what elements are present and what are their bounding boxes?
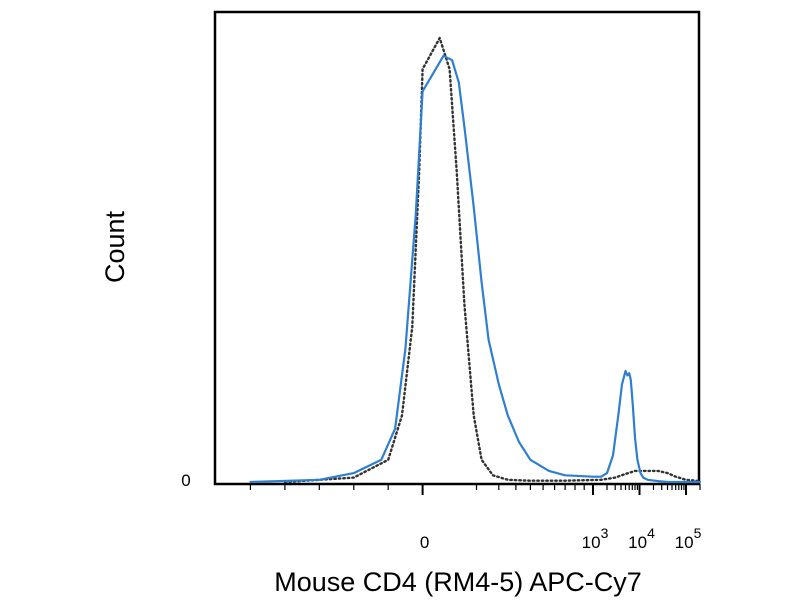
x-tick-label: 104 — [628, 525, 655, 552]
series-line-solid — [249, 54, 702, 484]
series-layer — [249, 36, 702, 484]
x-tick-labels: 0 103 104 105 — [420, 525, 702, 552]
y-axis-label: Count — [100, 210, 130, 283]
series-line-dotted — [283, 36, 702, 484]
x-tick-exponent: 4 — [647, 525, 655, 541]
x-tick-label: 103 — [582, 525, 609, 552]
x-tick-label: 0 — [420, 533, 429, 552]
x-tick-label: 105 — [675, 525, 702, 552]
x-minor-ticks — [249, 484, 701, 490]
x-axis-label: Mouse CD4 (RM4-5) APC-Cy7 — [274, 567, 642, 597]
plot-frame — [213, 10, 701, 486]
x-major-ticks — [421, 484, 687, 495]
x-tick-exponent: 5 — [694, 525, 702, 541]
x-tick-exponent: 3 — [601, 525, 609, 541]
y-tick-label-0: 0 — [181, 471, 190, 490]
